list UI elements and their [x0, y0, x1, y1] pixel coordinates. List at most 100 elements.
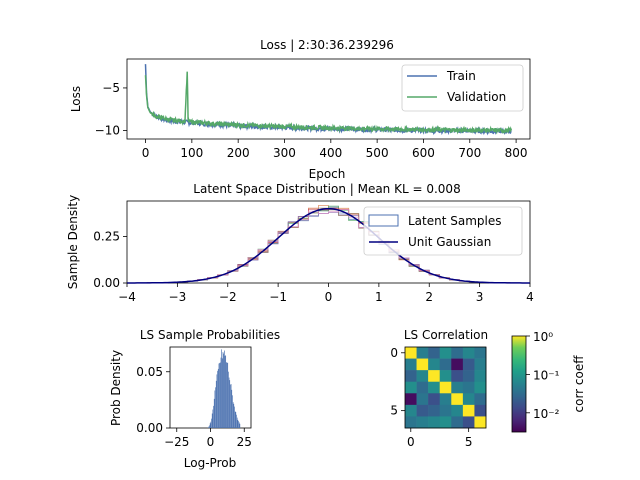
logprob-bar [212, 409, 214, 428]
x-tick-label: 1 [375, 290, 383, 304]
loss-y-ticks: −5 −10 [95, 81, 127, 137]
heatmap-cell [416, 416, 429, 429]
logprob-bar [221, 358, 223, 428]
heatmap-cell [439, 347, 452, 359]
latent-title: Latent Space Distribution | Mean KL = 0.… [193, 182, 460, 196]
logprob-bar [211, 418, 212, 428]
logprob-bar [225, 355, 227, 428]
logprob-bar [218, 363, 220, 428]
latent-legend-box [363, 206, 523, 256]
heatmap-cell [474, 381, 487, 394]
heatmap-cell [405, 347, 417, 359]
heatmap-cell [439, 358, 452, 371]
y-tick-label: 5 [390, 404, 398, 418]
heatmap-cell [474, 393, 487, 406]
correlation-title: LS Correlation [404, 328, 488, 342]
logprob-bar [235, 411, 237, 428]
x-tick-label: 0 [207, 435, 215, 449]
logprob-bar [215, 387, 216, 428]
logprob-bar [237, 419, 239, 428]
logprob-bar [222, 352, 224, 428]
heatmap-cell [439, 416, 452, 429]
logprob-bar [228, 371, 229, 428]
latent-legend: Latent Samples Unit Gaussian [363, 206, 523, 256]
heatmap-cell [405, 381, 417, 394]
legend-label-train: Train [446, 69, 476, 83]
legend-label-latent-samples: Latent Samples [408, 214, 502, 228]
logprob-bar [228, 377, 230, 428]
y-tick-label: 0.25 [93, 229, 120, 243]
logprob-bar [226, 362, 228, 428]
heatmap-cell [416, 370, 429, 383]
heatmap-cell [405, 393, 417, 406]
colorbar-tick-label: 10⁰ [533, 330, 553, 344]
logprob-bar [220, 357, 222, 428]
loss-title: Loss | 2:30:36.239296 [260, 38, 394, 52]
heatmap-cell [428, 416, 441, 429]
heatmap-cell [462, 393, 475, 406]
x-tick-label: 0 [142, 146, 150, 160]
heatmap-cell [474, 370, 487, 383]
heatmap-cell [451, 370, 464, 383]
x-tick-label: −25 [164, 435, 189, 449]
legend-swatch-latent-samples [368, 214, 399, 227]
logprob-bar [232, 402, 234, 428]
logprob-bar [214, 390, 216, 428]
x-tick-label: 5 [465, 435, 473, 449]
x-tick-label: 0 [325, 290, 333, 304]
y-tick-label: 0.05 [136, 365, 163, 379]
logprob-bar [238, 421, 239, 428]
legend-label-unit-gaussian: Unit Gaussian [408, 235, 491, 249]
logprob-axes-frame [169, 346, 252, 429]
logprob-xlabel: Log-Prob [184, 456, 236, 470]
x-tick-label: 0 [407, 435, 415, 449]
colorbar-tick-label: 10⁻² [533, 407, 560, 421]
colorbar-ticks: 10⁰ 10⁻¹ 10⁻² [526, 330, 560, 421]
x-tick-label: 25 [237, 435, 252, 449]
y-tick-label: −5 [102, 81, 120, 95]
logprob-bar [223, 353, 224, 428]
logprob-bar [229, 380, 231, 428]
logprob-bar [211, 413, 213, 428]
heatmap-cell [416, 393, 429, 406]
heatmap-cell [428, 347, 441, 359]
logprob-y-ticks: 0.00 0.05 [136, 365, 170, 435]
heatmap-y-ticks: 05 [390, 346, 405, 418]
heatmap-cell [451, 416, 464, 429]
logprob-panel: LS Sample Probabilities −25 0 25 0.000.05 … [109, 328, 280, 470]
x-tick-label: 600 [412, 146, 435, 160]
x-tick-label: 300 [273, 146, 296, 160]
heatmap-cell [462, 404, 475, 417]
logprob-bar [217, 370, 218, 428]
logprob-bar [238, 422, 240, 428]
x-tick-label: −3 [169, 290, 187, 304]
logprob-bar [236, 414, 237, 428]
correlation-heatmap [405, 347, 487, 429]
loss-xlabel: Epoch [309, 167, 346, 181]
heatmap-cell [416, 358, 429, 371]
heatmap-cell [462, 416, 475, 429]
colorbar-label: corr coeff [572, 355, 586, 413]
heatmap-cell [428, 370, 441, 383]
heatmap-cell [451, 347, 464, 359]
logprob-bar [213, 405, 214, 428]
heatmap-cell [428, 404, 441, 417]
logprob-bars [207, 349, 241, 428]
heatmap-cell [451, 404, 464, 417]
logprob-bar [230, 384, 231, 428]
y-tick-label: −10 [95, 123, 120, 137]
x-tick-label: 800 [505, 146, 528, 160]
logprob-bar [239, 423, 241, 428]
x-tick-label: 400 [319, 146, 342, 160]
logprob-bar [209, 425, 210, 428]
x-tick-label: 200 [227, 146, 250, 160]
latent-y-ticks: 0.00 0.25 [93, 229, 127, 290]
heatmap-cell [428, 393, 441, 406]
x-tick-label: 700 [458, 146, 481, 160]
y-tick-label: 0.00 [136, 421, 163, 435]
x-tick-label: −2 [219, 290, 237, 304]
logprob-bar [232, 395, 233, 428]
logprob-bar [219, 362, 220, 428]
